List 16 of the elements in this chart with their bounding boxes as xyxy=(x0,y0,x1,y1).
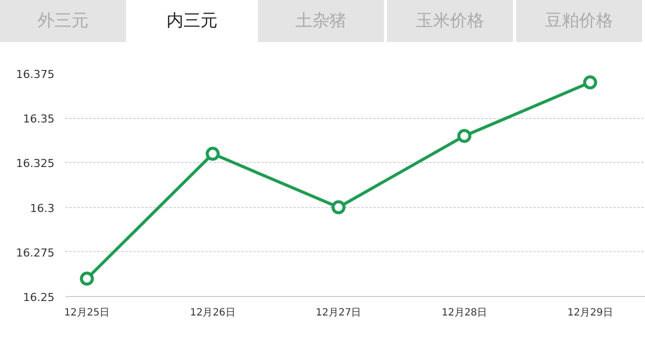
x-tick-label: 12月25日 xyxy=(64,308,110,318)
y-tick-label: 16.35 xyxy=(23,112,55,126)
point xyxy=(583,75,598,90)
point xyxy=(206,146,220,161)
x-tick-label: 12月27日 xyxy=(316,308,362,318)
x-tick-label: 12月28日 xyxy=(442,308,488,318)
y-tick-label: 16.375 xyxy=(16,68,55,81)
y-tick-label: 16.25 xyxy=(23,291,55,304)
point xyxy=(80,272,94,286)
y-tick-label: 16.3 xyxy=(30,202,55,215)
y-tick-label: 16.325 xyxy=(16,157,55,170)
x-tick-label: 12月26日 xyxy=(190,308,236,318)
point xyxy=(332,200,346,214)
x-tick-label: 12月29日 xyxy=(567,308,613,318)
y-tick-label: 16.275 xyxy=(16,246,55,260)
point xyxy=(457,128,472,143)
